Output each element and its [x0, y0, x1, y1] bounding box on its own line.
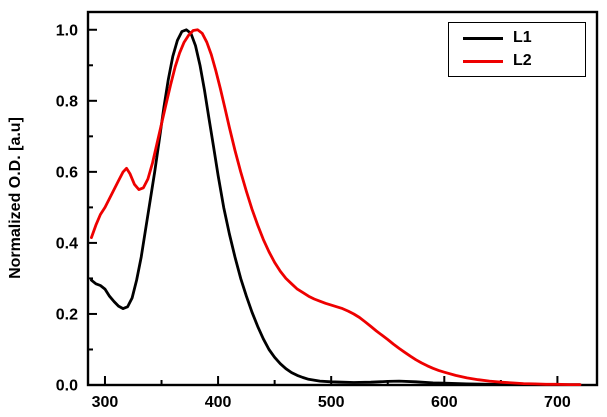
y-tick-label: 0.6: [56, 164, 78, 181]
y-tick-label: 1.0: [56, 22, 78, 39]
legend-label-l2: L2: [513, 52, 532, 69]
legend-item-l1: L1: [463, 30, 571, 46]
x-tick-label: 300: [92, 394, 119, 411]
legend-label-l1: L1: [513, 29, 532, 46]
legend-line-sample-l2: [463, 59, 503, 63]
x-tick-label: 500: [318, 394, 345, 411]
legend-item-l2: L2: [463, 53, 571, 69]
series-line-l1: [90, 28, 582, 386]
y-tick-label: 0.2: [56, 306, 78, 323]
y-axis-label: Normalized O.D. [a.u]: [7, 117, 24, 279]
x-tick-label: 700: [544, 394, 571, 411]
series-line-l2: [90, 28, 582, 386]
y-tick-label: 0.0: [56, 378, 78, 395]
legend-line-sample-l1: [463, 36, 503, 40]
x-tick-label: 400: [205, 394, 232, 411]
axis-frame: [86, 10, 599, 387]
y-tick-label: 0.4: [56, 235, 78, 252]
x-tick-label: 600: [431, 394, 458, 411]
y-tick-label: 0.8: [56, 93, 78, 110]
legend: L1 L2: [448, 22, 586, 77]
